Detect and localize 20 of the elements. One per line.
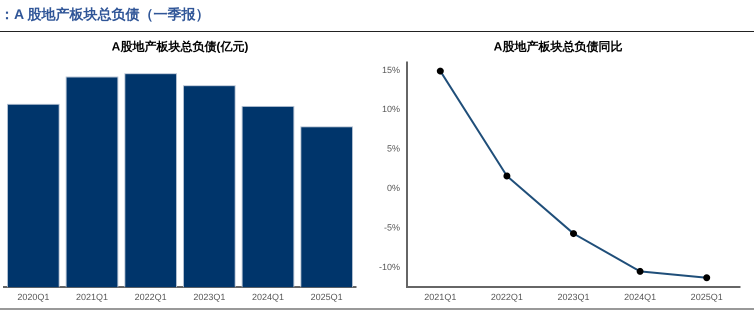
y-tick-label: 5% [386, 144, 400, 154]
x-tick-label: 2021Q1 [424, 292, 456, 302]
x-tick-label: 2021Q1 [76, 292, 108, 302]
x-tick-label: 2025Q1 [690, 292, 723, 302]
x-tick-label: 2024Q1 [252, 292, 284, 302]
x-tick-label: 2022Q1 [134, 292, 167, 302]
x-tick-label: 2022Q1 [490, 292, 523, 302]
chart-title: A股地产板块总负债同比 [494, 40, 622, 54]
text: ：A 股地产板块总负债（一季报） [0, 6, 210, 24]
x-tick-label: 2025Q1 [310, 292, 343, 302]
y-tick-label: 0% [386, 183, 400, 194]
x-tick-label: 2024Q1 [624, 292, 656, 302]
chart-title: A股地产板块总负债(亿元) [112, 40, 248, 54]
y-tick-label: 15% [382, 64, 400, 75]
y-tick-label: -5% [384, 222, 400, 233]
x-tick-label: 2023Q1 [193, 292, 226, 302]
x-tick-label: 2020Q1 [17, 292, 50, 302]
y-tick-label: 10% [382, 104, 400, 114]
y-tick-label: -10% [378, 262, 400, 272]
x-tick-label: 2023Q1 [557, 292, 590, 302]
